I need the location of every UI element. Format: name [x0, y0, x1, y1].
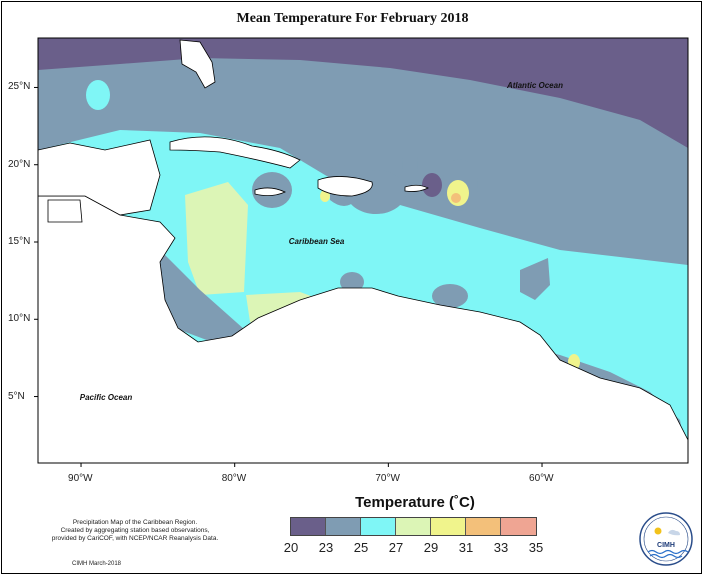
legend-label-27: 27 [388, 540, 404, 555]
legend-label-35: 35 [528, 540, 544, 555]
land-jamaica [254, 187, 286, 196]
lat-label-25: 25°N [8, 81, 31, 93]
cool-anomaly-bahamas [86, 80, 110, 110]
credit-line: CIMH March-2018 [72, 561, 122, 567]
footnote-line-3: provided by CariCOF, with NCEP/NCAR Rean… [51, 535, 219, 542]
land-puerto-rico [404, 184, 429, 192]
patch-27-29-central [185, 182, 248, 295]
legend-swatch-29-31 [431, 518, 466, 535]
lon-label-90w: 90°W [68, 473, 93, 484]
cloud-icon [668, 529, 680, 536]
land-central-south-america [38, 195, 688, 463]
label-pacific-ocean: Pacific Ocean [79, 393, 133, 403]
legend-title: Temperature (˚C) [355, 494, 475, 511]
legend-swatch-33-35 [501, 518, 536, 535]
wave-icon [647, 549, 689, 555]
footnote-line-1: Precipitation Map of the Caribbean Regio… [72, 519, 198, 526]
patch-20-23-a [422, 173, 442, 197]
patch-23-25-e [340, 272, 364, 292]
lon-label-80w: 80°W [221, 473, 247, 484]
legend-swatch-25-27 [361, 518, 396, 535]
map-title: Mean Temperature For February 2018 [236, 11, 469, 26]
label-caribbean-sea: Caribbean Sea [288, 237, 345, 246]
legend-label-20: 20 [283, 540, 299, 555]
patch-31-33 [451, 193, 461, 203]
footnote: Precipitation Map of the Caribbean Regio… [20, 519, 250, 543]
cimh-logo: CIMH [639, 512, 693, 566]
patch-23-25-f [432, 284, 468, 308]
band-20-23-north [38, 38, 688, 148]
legend-swatch-20-23 [291, 518, 326, 535]
patch-23-25-b [402, 147, 418, 183]
legend-label-29: 29 [423, 540, 439, 555]
patch-23-25-central-america [160, 250, 245, 345]
land-florida [179, 39, 216, 89]
legend-swatch-31-33 [466, 518, 501, 535]
patch-29-31-small [320, 190, 330, 202]
lat-label-20: 20°N [8, 158, 31, 170]
lon-label-60w: 60°W [529, 473, 554, 484]
axis-ticks [34, 86, 543, 467]
legend-colorbar [290, 517, 537, 536]
legend-label-31: 31 [458, 540, 474, 555]
lat-label-10: 10°N [8, 313, 31, 325]
lat-label-5: 5°N [8, 390, 25, 402]
legend-label-23: 23 [318, 540, 334, 555]
legend-swatch-27-29 [396, 518, 431, 535]
land-belize-block [47, 199, 83, 223]
legend-label-33: 33 [493, 540, 509, 555]
plot-border [37, 37, 689, 464]
land-cuba [169, 136, 301, 169]
legend-swatch-23-25 [326, 518, 361, 535]
lat-label-15: 15°N [8, 236, 31, 247]
legend-label-25: 25 [353, 540, 369, 555]
lon-label-70w: 70°W [375, 473, 400, 484]
logo-text: CIMH [657, 542, 675, 549]
patch-23-25-g [520, 258, 550, 300]
land-yucatan-mexico [38, 139, 161, 216]
footnote-line-2: Created by aggregating station based obs… [60, 527, 210, 534]
sun-icon [654, 527, 662, 535]
land-hispaniola [317, 176, 373, 197]
band-23-25-north [38, 38, 688, 265]
label-atlantic-ocean: Atlantic Ocean [506, 80, 563, 90]
